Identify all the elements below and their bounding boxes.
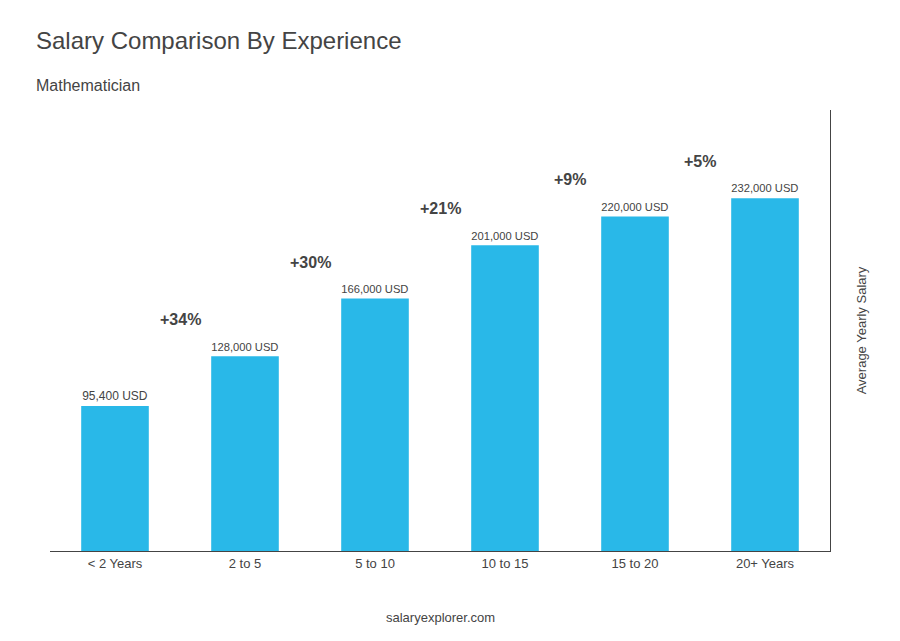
svg-text:Mathematician: Mathematician xyxy=(36,77,140,94)
svg-text:2 to 5: 2 to 5 xyxy=(229,556,262,571)
svg-text:166,000 USD: 166,000 USD xyxy=(341,283,408,295)
svg-text:95,400 USD: 95,400 USD xyxy=(82,389,148,403)
svg-text:+34%: +34% xyxy=(160,311,201,328)
svg-text:+9%: +9% xyxy=(554,171,586,188)
svg-text:20+ Years: 20+ Years xyxy=(736,556,795,571)
svg-text:220,000 USD: 220,000 USD xyxy=(601,201,668,213)
svg-text:15 to 20: 15 to 20 xyxy=(612,556,659,571)
svg-text:+5%: +5% xyxy=(684,153,716,170)
svg-text:Average Yearly Salary: Average Yearly Salary xyxy=(854,266,869,394)
svg-text:201,000 USD: 201,000 USD xyxy=(471,230,538,242)
svg-text:+30%: +30% xyxy=(290,254,331,271)
svg-text:128,000 USD: 128,000 USD xyxy=(211,341,278,353)
svg-text:5 to 10: 5 to 10 xyxy=(355,556,395,571)
svg-text:salaryexplorer.com: salaryexplorer.com xyxy=(386,610,495,625)
svg-text:Salary Comparison By Experienc: Salary Comparison By Experience xyxy=(36,27,402,54)
svg-text:+21%: +21% xyxy=(420,200,461,217)
svg-text:10 to 15: 10 to 15 xyxy=(482,556,529,571)
svg-text:232,000 USD: 232,000 USD xyxy=(731,182,798,194)
svg-text:< 2 Years: < 2 Years xyxy=(88,556,143,571)
